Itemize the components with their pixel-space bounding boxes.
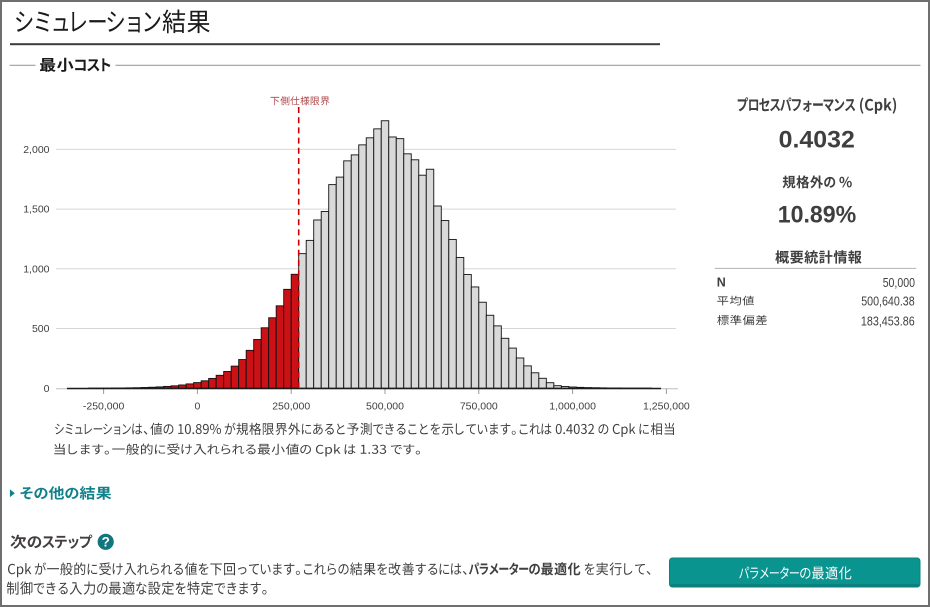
svg-text:500,000: 500,000 <box>366 401 404 413</box>
svg-text:0: 0 <box>194 401 200 413</box>
svg-text:750,000: 750,000 <box>460 401 498 413</box>
svg-text:?: ? <box>102 535 110 550</box>
svg-text:250,000: 250,000 <box>272 401 310 413</box>
svg-text:1,500: 1,500 <box>23 204 49 216</box>
svg-text:1,000: 1,000 <box>23 263 49 275</box>
svg-text:500: 500 <box>32 323 50 335</box>
svg-text:-250,000: -250,000 <box>83 401 125 413</box>
svg-text:1,250,000: 1,250,000 <box>643 401 690 413</box>
svg-text:N: N <box>717 276 726 290</box>
svg-text:183,453.86: 183,453.86 <box>861 313 915 328</box>
svg-text:0.4032: 0.4032 <box>779 127 855 154</box>
svg-text:2,000: 2,000 <box>23 144 49 156</box>
svg-text:500,640.38: 500,640.38 <box>861 294 915 309</box>
svg-text:0: 0 <box>44 383 50 395</box>
svg-text:10.89%: 10.89% <box>778 202 857 229</box>
svg-text:50,000: 50,000 <box>883 275 915 290</box>
svg-text:1,000,000: 1,000,000 <box>549 401 596 413</box>
